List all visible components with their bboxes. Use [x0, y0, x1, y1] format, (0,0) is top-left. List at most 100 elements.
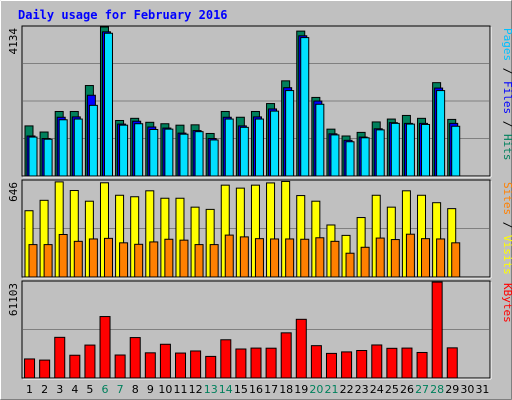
bar-sites-day-26 — [405, 233, 415, 278]
x-tick-label: 29 — [445, 383, 459, 396]
bar-kbytes-day-7 — [114, 354, 126, 379]
x-tick-label: 27 — [415, 383, 429, 396]
x-tick-label: 28 — [430, 383, 444, 396]
x-tick-label: 3 — [56, 383, 63, 396]
bar-kbytes-day-3 — [54, 336, 66, 379]
bar-pages-day-9 — [149, 129, 159, 177]
bar-pages-day-14 — [224, 118, 234, 177]
bar-sites-day-12 — [194, 244, 204, 278]
y-max-label: 4134 — [7, 28, 20, 55]
bar-pages-day-19 — [300, 37, 310, 177]
x-tick-label: 2 — [41, 383, 48, 396]
bar-kbytes-day-13 — [205, 355, 217, 379]
bar-sites-day-18 — [285, 238, 295, 278]
bar-pages-day-23 — [360, 137, 370, 177]
x-tick-label: 8 — [132, 383, 139, 396]
bar-pages-day-7 — [119, 124, 129, 177]
x-tick-label: 23 — [355, 383, 369, 396]
x-tick-label: 14 — [219, 383, 233, 396]
bar-pages-day-6 — [103, 32, 113, 177]
series-label-part: Sites — [501, 182, 512, 215]
bar-pages-day-15 — [239, 126, 249, 177]
bar-kbytes-day-8 — [129, 337, 141, 379]
series-label-visits-sites: Sites / Visits — [501, 182, 512, 275]
bar-sites-day-20 — [315, 237, 325, 278]
bar-pages-day-28 — [436, 90, 446, 177]
x-tick-label: 7 — [117, 383, 124, 396]
bar-pages-day-17 — [270, 110, 280, 177]
bar-sites-day-13 — [209, 244, 219, 278]
bar-kbytes-day-2 — [39, 359, 51, 379]
bar-kbytes-day-24 — [371, 344, 383, 379]
bar-kbytes-day-21 — [325, 352, 337, 379]
bar-sites-day-2 — [43, 244, 53, 278]
bar-sites-day-16 — [254, 238, 264, 278]
bar-pages-day-26 — [405, 123, 415, 177]
bar-sites-day-24 — [375, 237, 385, 278]
bar-sites-day-3 — [58, 233, 68, 278]
bar-kbytes-day-26 — [401, 347, 413, 379]
bar-pages-day-16 — [254, 118, 264, 177]
bar-kbytes-day-12 — [190, 350, 202, 379]
series-label-hits-files-pages: Pages / Files / Hits — [501, 28, 512, 161]
bar-kbytes-day-18 — [280, 332, 292, 379]
bar-pages-day-12 — [194, 131, 204, 177]
bar-sites-day-17 — [270, 238, 280, 278]
bar-kbytes-day-16 — [250, 347, 262, 379]
x-tick-label: 16 — [249, 383, 263, 396]
bar-pages-day-8 — [134, 123, 144, 177]
bar-sites-day-9 — [149, 241, 159, 278]
series-label-part: / — [501, 114, 512, 134]
x-tick-label: 12 — [189, 383, 203, 396]
series-label-part: Visits — [501, 235, 512, 275]
bar-sites-day-14 — [224, 234, 234, 278]
bar-pages-day-25 — [390, 122, 400, 177]
bar-sites-day-15 — [239, 236, 249, 278]
bar-pages-day-13 — [209, 139, 219, 177]
x-tick-label: 19 — [294, 383, 308, 396]
series-label-kbytes: KBytes — [501, 283, 512, 323]
bar-sites-day-1 — [28, 244, 38, 278]
bar-pages-day-27 — [421, 123, 431, 177]
x-tick-label: 22 — [340, 383, 354, 396]
chart-title: Daily usage for February 2016 — [18, 8, 228, 22]
bar-kbytes-day-27 — [416, 351, 428, 379]
bar-sites-day-27 — [421, 238, 431, 278]
x-tick-label: 31 — [475, 383, 489, 396]
bar-pages-day-3 — [58, 119, 68, 177]
bar-pages-day-4 — [73, 118, 83, 177]
bar-sites-day-19 — [300, 238, 310, 278]
series-label-part: Pages — [501, 28, 512, 61]
bar-kbytes-day-23 — [356, 350, 368, 379]
y-max-label: 61103 — [7, 283, 20, 316]
bar-pages-day-29 — [451, 125, 461, 177]
bar-sites-day-22 — [345, 252, 355, 278]
bar-kbytes-day-29 — [446, 347, 458, 379]
bar-pages-day-11 — [179, 133, 189, 177]
bar-sites-day-10 — [164, 238, 174, 278]
x-tick-label: 13 — [204, 383, 218, 396]
bar-pages-day-2 — [43, 138, 53, 177]
bar-kbytes-day-5 — [84, 344, 96, 379]
x-tick-label: 10 — [158, 383, 172, 396]
bar-kbytes-day-11 — [175, 352, 187, 379]
x-tick-label: 24 — [370, 383, 384, 396]
bar-pages-day-1 — [28, 136, 38, 177]
bar-sites-day-11 — [179, 239, 189, 278]
bar-pages-day-22 — [345, 141, 355, 177]
bar-kbytes-day-15 — [235, 348, 247, 379]
x-tick-label: 21 — [324, 383, 338, 396]
x-tick-label: 15 — [234, 383, 248, 396]
y-max-label: 646 — [7, 182, 20, 202]
bar-pages-day-20 — [315, 103, 325, 177]
bar-sites-day-5 — [88, 238, 98, 278]
bar-pages-day-5 — [88, 104, 98, 177]
bar-kbytes-day-6 — [99, 316, 111, 379]
bar-kbytes-day-28 — [431, 281, 443, 379]
bar-pages-day-24 — [375, 129, 385, 177]
bar-sites-day-21 — [330, 240, 340, 278]
series-label-part: Files — [501, 81, 512, 114]
bar-sites-day-7 — [119, 242, 129, 278]
